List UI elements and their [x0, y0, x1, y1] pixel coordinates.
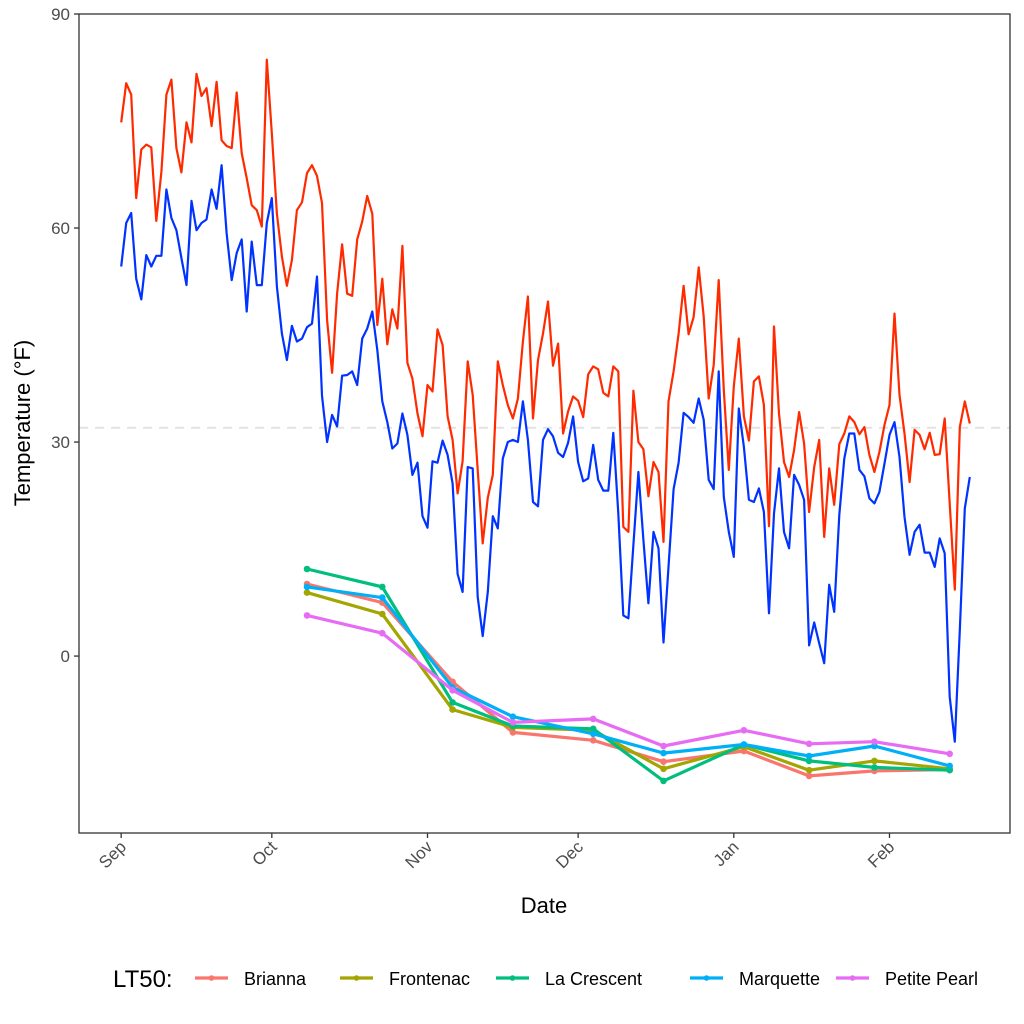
lt50-point-la-crescent: [660, 777, 667, 785]
lt50-point-la-crescent: [805, 757, 813, 765]
lt50-point-frontenac: [449, 706, 456, 713]
lt50-point-marquette: [740, 741, 748, 748]
lt50-point-marquette: [379, 594, 386, 601]
daily-max-temperature-line: [120, 58, 971, 591]
x-tick-label: Oct: [249, 837, 281, 869]
legend-key-point: [353, 975, 360, 981]
lt50-line-petite-pearl: [306, 613, 950, 756]
x-tick-label: Feb: [864, 837, 898, 871]
lt50-series-petite-pearl: [303, 612, 953, 758]
lt50-point-petite-pearl: [303, 612, 311, 619]
lt50-line-marquette: [306, 585, 951, 768]
lt50-point-petite-pearl: [660, 742, 667, 750]
plot-panel: [79, 14, 1010, 833]
legend-label: La Crescent: [545, 969, 642, 989]
lt50-point-la-crescent: [379, 583, 386, 591]
y-axis: 0 30 60 90: [51, 5, 79, 666]
panel-border: [78, 13, 1011, 834]
lt50-point-petite-pearl: [871, 738, 878, 745]
lt50-point-marquette: [589, 730, 597, 738]
lt50-point-marquette: [946, 762, 953, 770]
lt50-point-la-crescent: [871, 764, 878, 771]
lt50-point-petite-pearl: [946, 750, 953, 758]
y-tick-label: 0: [61, 647, 70, 666]
x-tick-label: Nov: [402, 837, 437, 872]
lt50-point-marquette: [509, 713, 517, 720]
lt50-point-marquette: [660, 749, 667, 757]
lt50-point-brianna: [660, 758, 667, 765]
lt50-point-brianna: [589, 737, 597, 744]
lt50-point-petite-pearl: [379, 629, 386, 637]
legend-key-point: [703, 975, 710, 981]
lt50-point-brianna: [805, 772, 813, 780]
lt50-point-frontenac: [871, 757, 878, 765]
x-axis-title: Date: [521, 893, 567, 918]
lt50-point-brianna: [509, 729, 517, 736]
legend-item-marquette: Marquette: [690, 969, 820, 989]
x-tick-label: Jan: [710, 837, 743, 870]
lt50-point-frontenac: [805, 766, 813, 774]
lt50-point-petite-pearl: [449, 687, 456, 694]
legend-label: Marquette: [739, 969, 820, 989]
lt50-point-marquette: [805, 752, 813, 760]
lt50-point-petite-pearl: [740, 727, 748, 734]
legend: LT50: Brianna Frontenac La Crescent Marquet…: [113, 966, 978, 993]
legend-item-brianna: Brianna: [195, 969, 307, 989]
lt50-point-la-crescent: [589, 725, 597, 733]
legend-title: LT50:: [113, 966, 173, 993]
lt50-point-frontenac: [303, 589, 311, 596]
lt50-point-la-crescent: [303, 565, 311, 573]
legend-label: Petite Pearl: [885, 969, 978, 989]
lt50-point-marquette: [303, 583, 311, 591]
lt50-point-frontenac: [660, 765, 667, 773]
legend-item-frontenac: Frontenac: [340, 969, 470, 989]
lt50-point-petite-pearl: [509, 719, 517, 726]
y-tick-label: 60: [51, 219, 70, 238]
legend-key-point: [509, 975, 516, 981]
legend-label: Brianna: [244, 969, 307, 989]
lt50-point-frontenac: [379, 610, 386, 618]
legend-key-point: [208, 975, 215, 981]
legend-item-la-crescent: La Crescent: [496, 969, 642, 989]
legend-label: Frontenac: [389, 969, 470, 989]
y-tick-label: 90: [51, 5, 70, 24]
legend-key-point: [849, 975, 856, 981]
daily-min-temperature-line: [120, 164, 971, 743]
y-tick-label: 30: [51, 433, 70, 452]
x-tick-label: Dec: [552, 837, 587, 872]
x-tick-label: Sep: [95, 837, 130, 872]
lt50-point-la-crescent: [449, 699, 456, 706]
lt50-point-petite-pearl: [589, 715, 597, 723]
y-axis-title: Temperature (°F): [10, 340, 35, 507]
lt50-point-petite-pearl: [805, 740, 813, 748]
x-axis: Sep Oct Nov Dec Jan Feb: [95, 833, 898, 872]
legend-item-petite-pearl: Petite Pearl: [836, 969, 978, 989]
